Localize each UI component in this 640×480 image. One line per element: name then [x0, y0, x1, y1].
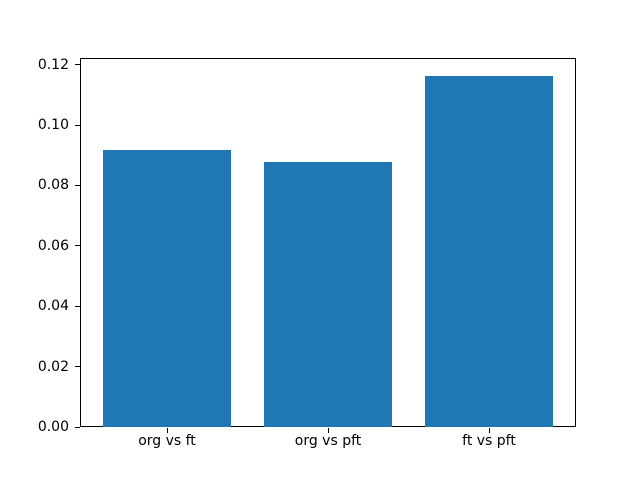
y-tick-mark	[75, 64, 80, 66]
bar-org-vs-ft	[102, 149, 232, 427]
x-tick-mark	[327, 428, 329, 433]
x-tick-mark	[488, 428, 490, 433]
y-tick-mark	[75, 245, 80, 247]
x-tick-label: org vs pft	[294, 433, 362, 449]
y-tick-mark	[75, 305, 80, 307]
x-tick-mark	[166, 428, 168, 433]
y-tick-label: 0.02	[37, 358, 69, 375]
x-tick-label: ft vs pft	[462, 433, 516, 449]
y-tick-label: 0.06	[37, 237, 69, 254]
y-tick-mark	[75, 124, 80, 126]
y-tick-label: 0.00	[37, 419, 69, 435]
bar-ft-vs-pft	[424, 75, 554, 427]
y-tick-label: 0.08	[37, 177, 69, 194]
y-tick-mark	[75, 366, 80, 368]
y-tick-label: 0.12	[37, 56, 69, 73]
y-tick-mark	[75, 426, 80, 428]
bar-org-vs-pft	[263, 161, 393, 427]
y-tick-mark	[75, 184, 80, 186]
x-tick-label: org vs ft	[138, 433, 196, 449]
y-tick-label: 0.10	[37, 117, 69, 133]
y-tick-label: 0.04	[37, 298, 69, 315]
